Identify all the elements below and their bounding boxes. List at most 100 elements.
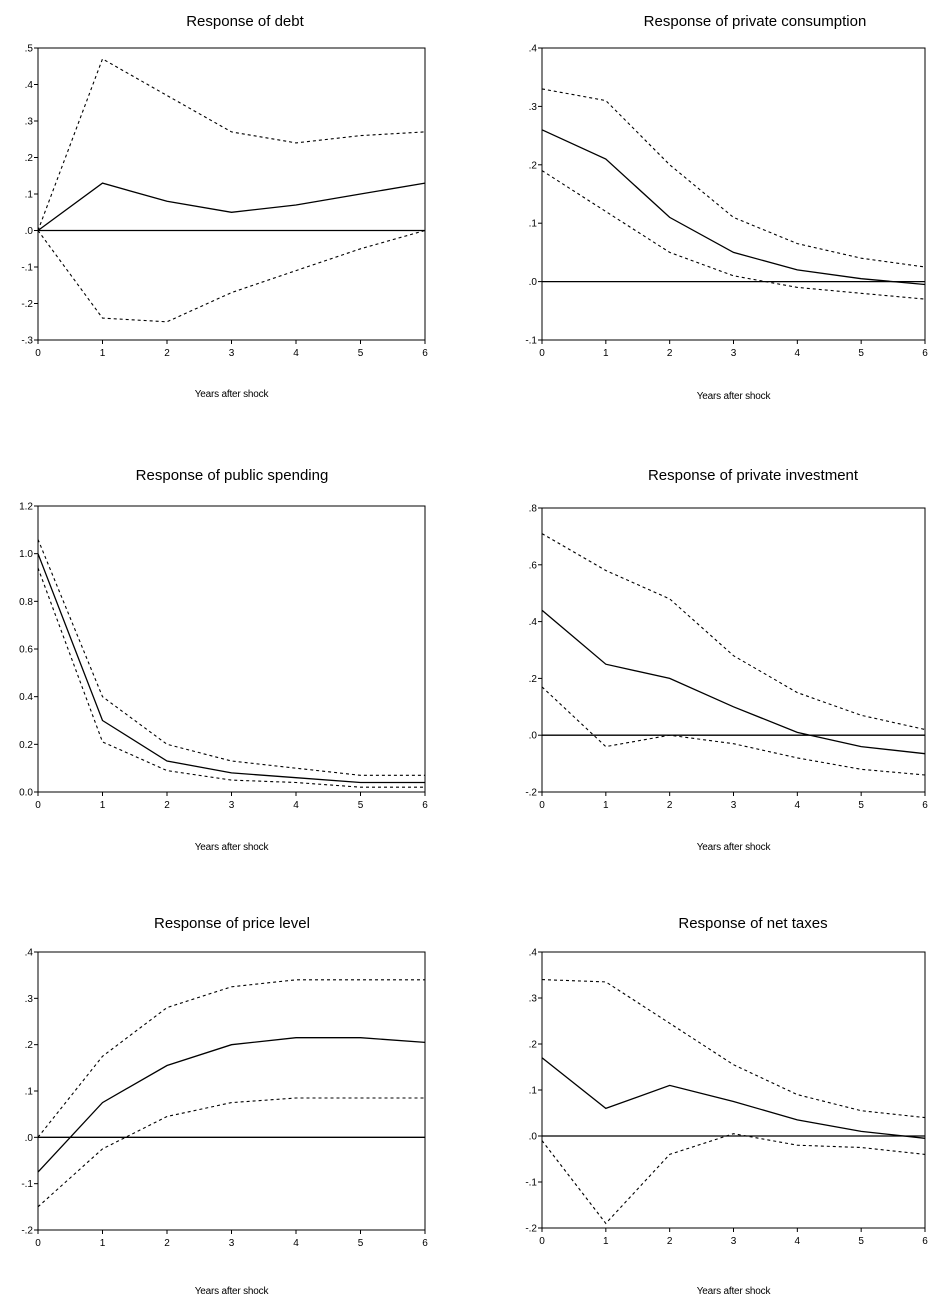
y-tick-label: -.1 [525, 1178, 537, 1189]
series-lower-line [541, 686, 926, 776]
chart-svg: Response of price level -.2 -.1 .0 .1 .2 .3 .4 0… [21, 915, 428, 1297]
y-tick-label: .4 [529, 617, 538, 628]
x-tick-label: 1 [100, 1238, 106, 1249]
x-tick-label: 2 [667, 348, 673, 359]
chart-panel-6: Response of net taxes -.2 -.1 .0 .1 .2 .3 .4 0 1 2… [465, 880, 930, 1309]
x-tick-label: 6 [422, 1238, 428, 1249]
x-axis-label: Years after shock [697, 842, 772, 853]
y-tick-label: .1 [529, 219, 538, 230]
chart-title: Response of private consumption [644, 13, 867, 30]
y-tick-label: .3 [25, 117, 34, 128]
x-tick-label: 5 [358, 800, 364, 811]
y-tick-label: .0 [529, 731, 538, 742]
x-axis-label: Years after shock [195, 389, 270, 400]
plot-frame [541, 507, 926, 793]
x-tick-label: 6 [422, 348, 428, 359]
y-tick-label: -.2 [21, 299, 33, 310]
x-tick-label: 4 [293, 800, 299, 811]
x-axis-label: Years after shock [697, 391, 772, 402]
chart-svg: Response of private consumption -.1 .0 .1 .2… [525, 13, 928, 402]
x-tick-label: 4 [795, 800, 801, 811]
x-tick-label: 3 [229, 800, 235, 811]
series-lower-line [37, 1097, 425, 1208]
chart-title: Response of private investment [648, 467, 859, 484]
series-response-line [37, 1037, 426, 1173]
x-tick-label: 3 [731, 800, 737, 811]
x-tick-label: 5 [858, 348, 864, 359]
series-lower-line [541, 170, 926, 300]
series-upper-line [541, 88, 926, 268]
series-lower-line [541, 1133, 926, 1225]
x-tick-label: 0 [35, 1238, 41, 1249]
x-tick-label: 6 [922, 348, 928, 359]
x-tick-label: 3 [731, 1236, 737, 1247]
x-tick-label: 1 [603, 800, 609, 811]
y-tick-label: -.1 [21, 1179, 33, 1190]
x-tick-label: 2 [667, 800, 673, 811]
y-tick-label: .3 [529, 994, 538, 1005]
x-tick-label: 6 [922, 800, 928, 811]
chart-title: Response of debt [186, 13, 304, 30]
y-tick-label: .4 [25, 948, 34, 959]
series-lower-line [37, 567, 425, 788]
y-tick-label: 1.2 [19, 502, 33, 513]
chart-panel-5: Response of price level -.2 -.1 .0 .1 .2 .3 .4 0… [0, 880, 440, 1309]
plot-frame [541, 47, 926, 341]
x-tick-label: 1 [100, 348, 106, 359]
series-upper-line [37, 979, 425, 1138]
y-tick-label: .6 [529, 560, 538, 571]
x-tick-label: 6 [422, 800, 428, 811]
x-tick-label: 0 [35, 348, 41, 359]
y-tick-label: .0 [25, 1133, 34, 1144]
x-tick-label: 5 [358, 348, 364, 359]
series-upper-line [37, 58, 426, 231]
chart-panel-1: Response of debt -.3 -.2 -.1 .0 .1 .2 .3 .4 .5 0 1 2… [0, 0, 440, 420]
x-tick-label: 3 [731, 348, 737, 359]
y-tick-label: .4 [529, 948, 538, 959]
x-tick-label: 5 [858, 800, 864, 811]
y-tick-label: .2 [25, 1040, 34, 1051]
y-tick-label: 0.2 [19, 740, 33, 751]
x-tick-label: 3 [229, 348, 235, 359]
series-response-line [541, 1057, 926, 1139]
x-tick-label: 4 [795, 1236, 801, 1247]
series-upper-line [541, 533, 926, 731]
series-response-line [541, 609, 926, 755]
y-tick-label: .3 [529, 102, 538, 113]
x-tick-label: 2 [164, 348, 170, 359]
y-tick-label: .4 [529, 44, 538, 55]
plot-frame [541, 951, 926, 1229]
y-tick-label: 0.6 [19, 645, 33, 656]
chart-panel-4: Response of private investment -.2 .0 .2 .4.… [465, 440, 930, 860]
y-tick-label: .2 [25, 153, 34, 164]
series-response-line [37, 182, 426, 232]
chart-panel-2: Response of private consumption -.1 .0 .1 .2… [465, 0, 930, 420]
x-tick-label: 2 [164, 1238, 170, 1249]
x-tick-label: 1 [603, 348, 609, 359]
x-axis-label: Years after shock [195, 842, 270, 853]
y-tick-label: .0 [529, 277, 538, 288]
chart-panel-3: Response of public spending 0.0 0.2 0.4 0.6 0… [0, 440, 440, 860]
series-response-line [541, 129, 926, 286]
y-tick-label: 0.4 [19, 692, 33, 703]
x-tick-label: 1 [100, 800, 106, 811]
x-tick-label: 5 [358, 1238, 364, 1249]
x-tick-label: 0 [539, 800, 545, 811]
chart-svg: Response of debt -.3 -.2 -.1 .0 .1 .2 .3 .4 .5 0 1 2… [21, 13, 428, 400]
plot-frame [37, 47, 426, 341]
x-tick-label: 3 [229, 1238, 235, 1249]
series-response-line [37, 553, 425, 784]
plot-frame [37, 505, 426, 793]
x-tick-label: 6 [922, 1236, 928, 1247]
y-tick-label: .0 [529, 1132, 538, 1143]
y-tick-label: -.2 [525, 788, 537, 799]
y-tick-label: .1 [25, 190, 34, 201]
chart-title: Response of public spending [136, 467, 329, 484]
y-tick-label: .1 [25, 1087, 34, 1098]
x-tick-label: 4 [795, 348, 801, 359]
y-tick-label: .8 [529, 504, 538, 515]
series-lower-line [37, 229, 426, 323]
x-tick-label: 2 [667, 1236, 673, 1247]
x-tick-label: 0 [539, 348, 545, 359]
y-tick-label: .2 [529, 674, 538, 685]
